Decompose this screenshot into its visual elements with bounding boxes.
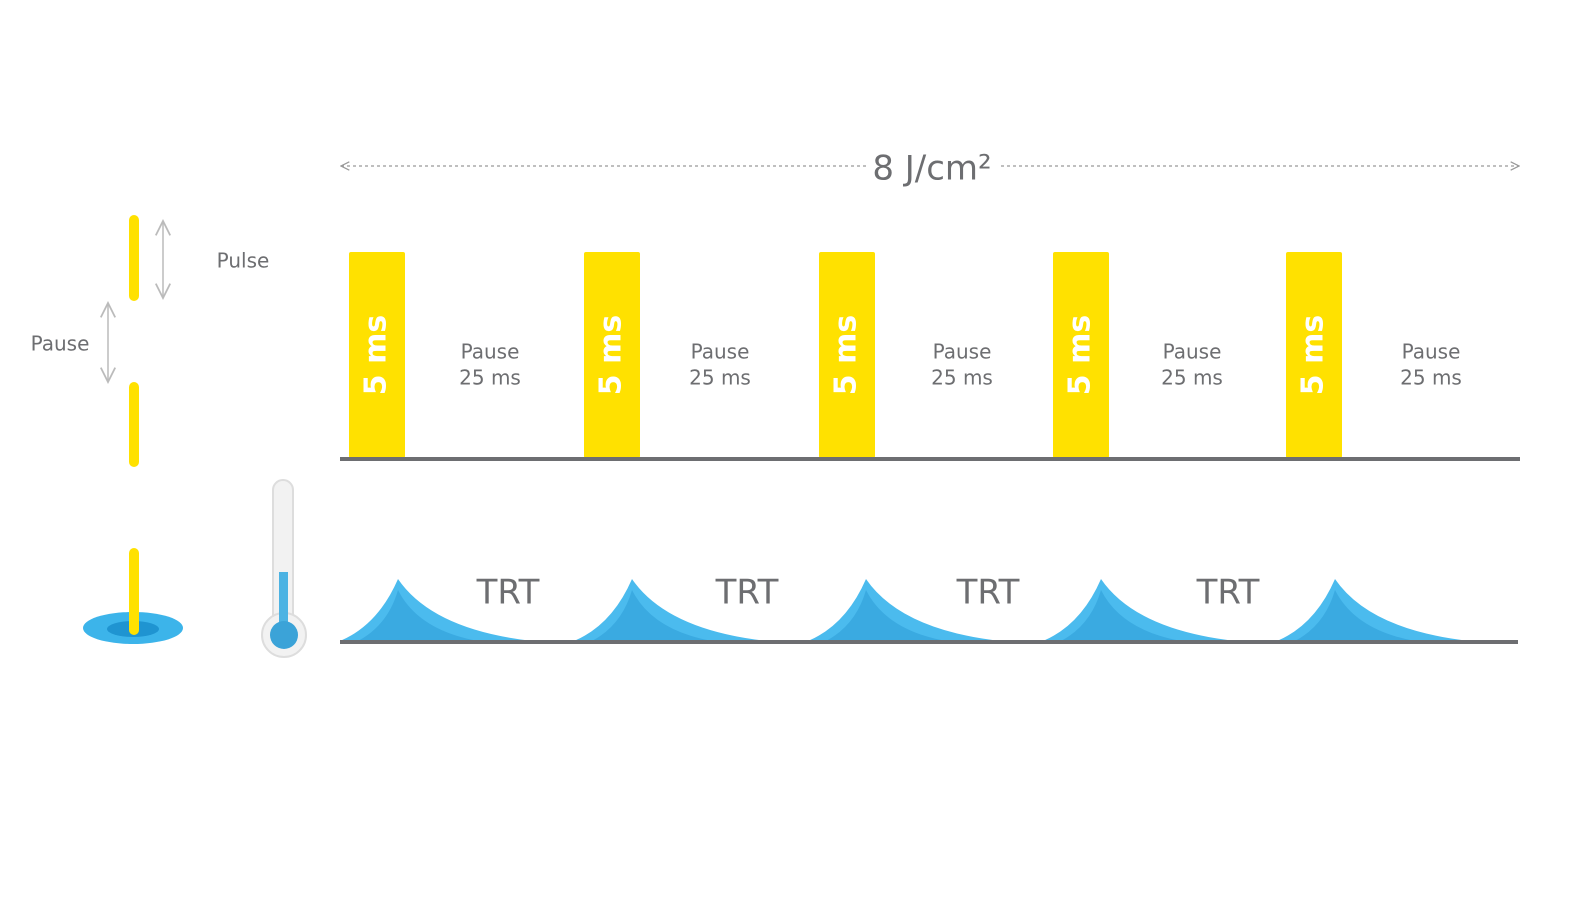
- pause-title: Pause: [933, 340, 992, 364]
- energy-label: 8 J/cm²: [872, 149, 991, 189]
- trt-label: TRT: [956, 573, 1020, 613]
- pulse-bar: [1053, 252, 1109, 458]
- pulse-label: 5 ms: [594, 315, 629, 395]
- trt-label: TRT: [476, 573, 540, 613]
- pulse-label: 5 ms: [829, 315, 864, 395]
- heat-wave-shade: [1295, 590, 1415, 641]
- pulse-label: 5 ms: [1296, 315, 1331, 395]
- pulse-bar: [819, 252, 875, 458]
- trt-label: TRT: [715, 573, 779, 613]
- legend-pause: Pause: [31, 332, 90, 356]
- trt-label: TRT: [1196, 573, 1260, 613]
- heat-wave-shade: [1061, 590, 1181, 641]
- thermometer-level: [279, 572, 288, 632]
- pulse-bar: [584, 252, 640, 458]
- pause-title: Pause: [1163, 340, 1222, 364]
- heat-wave-shade: [826, 590, 946, 641]
- label-bg: [866, 148, 998, 188]
- heat-wave-shade: [592, 590, 712, 641]
- pause-duration: 25 ms: [1400, 366, 1462, 390]
- pulse-label: 5 ms: [1063, 315, 1098, 395]
- heat-wave-shade: [358, 590, 478, 641]
- pulse-bar: [1286, 252, 1342, 458]
- pause-duration: 25 ms: [1161, 366, 1223, 390]
- pause-duration: 25 ms: [459, 366, 521, 390]
- pause-title: Pause: [461, 340, 520, 364]
- pause-title: Pause: [691, 340, 750, 364]
- pulse-label: 5 ms: [359, 315, 394, 395]
- pause-duration: 25 ms: [931, 366, 993, 390]
- pulse-bar: [349, 252, 405, 458]
- pause-title: Pause: [1402, 340, 1461, 364]
- legend-pulse: Pulse: [217, 249, 270, 273]
- thermometer-fill: [270, 621, 298, 649]
- pause-duration: 25 ms: [689, 366, 751, 390]
